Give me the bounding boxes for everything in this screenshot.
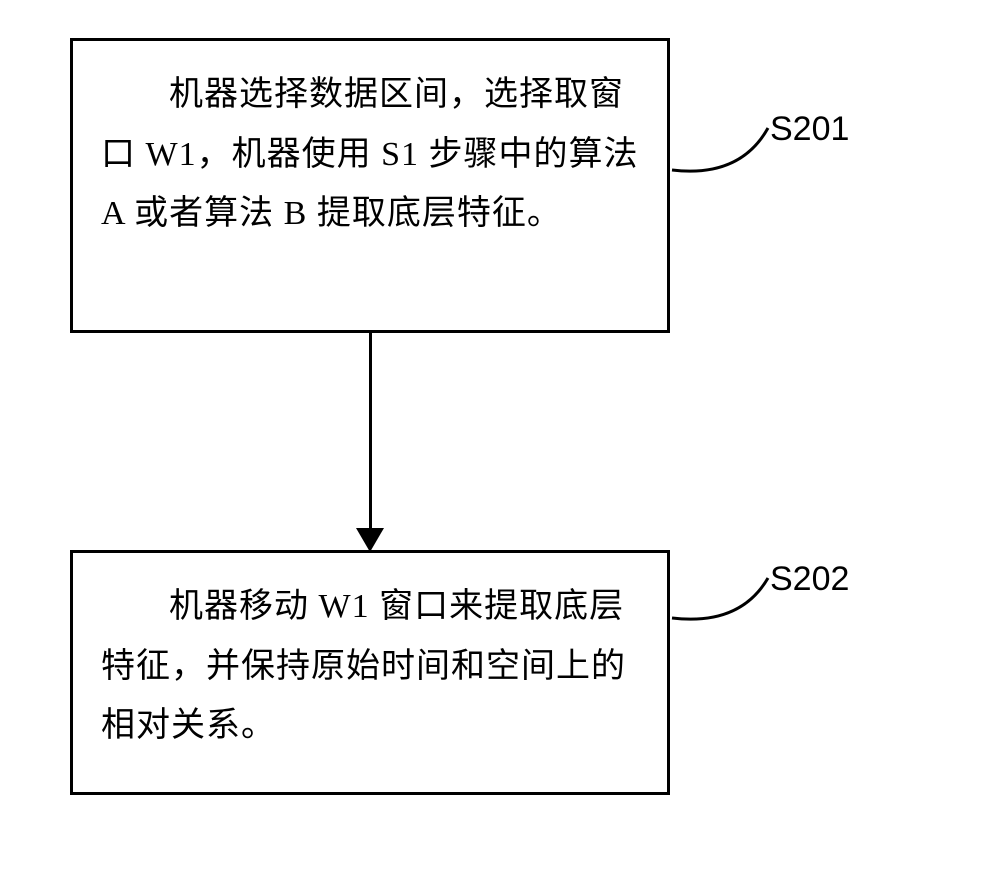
flowchart-step-1: 机器选择数据区间，选择取窗口 W1，机器使用 S1 步骤中的算法 A 或者算法 …: [70, 38, 670, 333]
step-1-label: S201: [770, 110, 849, 149]
flowchart-step-2: 机器移动 W1 窗口来提取底层特征，并保持原始时间和空间上的相对关系。: [70, 550, 670, 795]
arrow-line: [369, 333, 372, 528]
arrow-head-icon: [356, 528, 384, 552]
flowchart-arrow-1: [356, 333, 384, 552]
step-1-text: 机器选择数据区间，选择取窗口 W1，机器使用 S1 步骤中的算法 A 或者算法 …: [101, 65, 639, 244]
step-2-label-container: S202: [770, 560, 849, 599]
step-1-label-container: S201: [770, 110, 849, 149]
step-2-text: 机器移动 W1 窗口来提取底层特征，并保持原始时间和空间上的相对关系。: [101, 577, 639, 756]
step-2-label: S202: [770, 560, 849, 599]
